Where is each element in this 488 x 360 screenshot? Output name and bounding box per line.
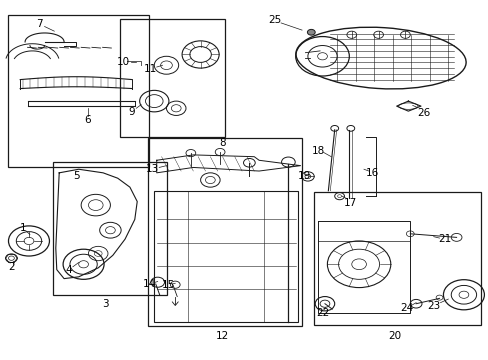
Text: 13: 13	[146, 164, 159, 174]
Text: 9: 9	[128, 107, 134, 117]
Bar	[53, 162, 167, 295]
Text: 7: 7	[36, 19, 43, 29]
Text: 20: 20	[387, 331, 401, 341]
Bar	[313, 192, 480, 324]
Text: 22: 22	[315, 309, 328, 318]
Text: 5: 5	[73, 171, 80, 181]
Bar	[154, 191, 298, 321]
Text: 3: 3	[102, 299, 109, 309]
Text: 11: 11	[144, 64, 157, 74]
Text: 10: 10	[117, 57, 130, 67]
Bar	[8, 15, 149, 167]
Bar	[148, 138, 301, 326]
Text: 15: 15	[162, 280, 175, 290]
Polygon shape	[396, 101, 420, 111]
Text: 8: 8	[219, 139, 225, 148]
Text: 18: 18	[311, 145, 325, 156]
Text: 23: 23	[426, 301, 439, 311]
Text: 19: 19	[297, 171, 310, 181]
Text: 12: 12	[216, 331, 229, 341]
Text: 24: 24	[399, 303, 412, 314]
Circle shape	[307, 30, 315, 35]
Text: 6: 6	[84, 115, 91, 125]
Bar	[120, 19, 224, 137]
Text: 25: 25	[267, 15, 281, 26]
Text: 1: 1	[20, 224, 26, 233]
Text: 16: 16	[365, 168, 378, 178]
Text: 21: 21	[437, 234, 450, 244]
Text: 14: 14	[142, 279, 156, 289]
Text: 17: 17	[344, 198, 357, 208]
Text: 4: 4	[65, 265, 72, 275]
Text: 2: 2	[8, 262, 15, 272]
Text: 26: 26	[416, 108, 430, 118]
